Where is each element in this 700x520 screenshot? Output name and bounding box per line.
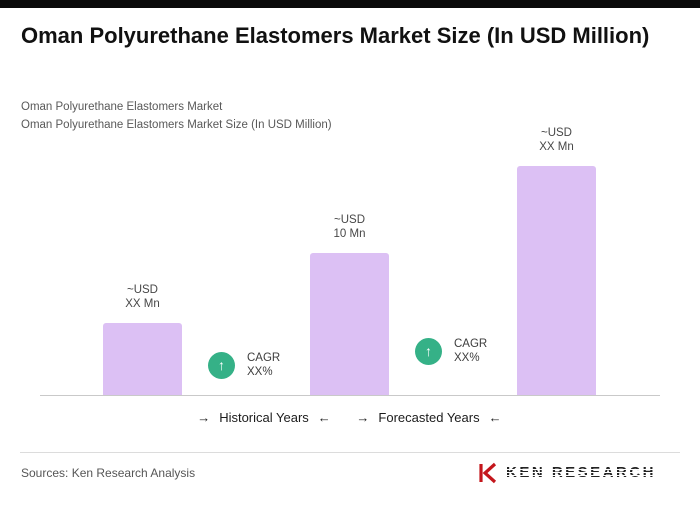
page-title: Oman Polyurethane Elastomers Market Size… bbox=[21, 23, 650, 48]
cagr-annotation-forecast: ↑ CAGR XX% bbox=[415, 337, 487, 365]
bar-historical-start bbox=[103, 323, 182, 396]
bar-value-label: ~USD 10 Mn bbox=[334, 213, 366, 241]
axis-group-label: Forecasted Years bbox=[378, 410, 480, 425]
up-arrow-icon: ↑ bbox=[218, 357, 225, 373]
axis-group-historical-years: → Historical Years ← bbox=[164, 410, 364, 425]
cagr-text: CAGR XX% bbox=[247, 351, 280, 379]
cagr-title: CAGR bbox=[454, 338, 488, 350]
bar-group-historical-start: ~USD XX Mn bbox=[103, 283, 182, 396]
footer-divider bbox=[20, 452, 680, 453]
axis-group-label: Historical Years bbox=[219, 410, 309, 425]
bar-value-line1: ~USD bbox=[540, 127, 572, 139]
cagr-up-badge: ↑ bbox=[208, 351, 235, 379]
axis-group-forecasted-years: → Forecasted Years ← bbox=[329, 410, 529, 425]
ken-research-k-icon bbox=[479, 462, 497, 484]
chart-subtitle-market: Oman Polyurethane Elastomers Market bbox=[21, 101, 223, 113]
sources-text: Sources: Ken Research Analysis bbox=[21, 466, 196, 480]
top-accent-bar bbox=[0, 0, 700, 8]
up-arrow-icon: ↑ bbox=[425, 343, 432, 359]
x-axis-line bbox=[40, 395, 660, 396]
bar-value-line2: XX Mn bbox=[539, 141, 574, 153]
cagr-annotation-historical: ↑ CAGR XX% bbox=[208, 351, 280, 379]
bar-group-forecast-end: ~USD XX Mn bbox=[517, 126, 596, 396]
bar-value-line2: XX Mn bbox=[125, 298, 160, 310]
ken-research-wordmark: KEN RESEARCH bbox=[505, 464, 656, 481]
bar-value-line1: ~USD bbox=[126, 284, 158, 296]
ken-research-wordmark-wrap: KEN RESEARCH bbox=[505, 464, 657, 482]
arrow-right-icon: → bbox=[356, 410, 370, 425]
bar-historical-end bbox=[310, 253, 389, 396]
arrow-right-icon: → bbox=[197, 410, 211, 425]
arrow-left-icon: ← bbox=[488, 410, 502, 425]
bar-value-line2: 10 Mn bbox=[333, 228, 366, 240]
ken-research-logo: KEN RESEARCH bbox=[477, 462, 657, 484]
arrow-left-icon: ← bbox=[317, 410, 331, 425]
bar-value-label: ~USD XX Mn bbox=[125, 283, 160, 311]
cagr-up-badge: ↑ bbox=[415, 337, 442, 365]
bar-value-label: ~USD XX Mn bbox=[539, 126, 574, 154]
bar-value-line1: ~USD bbox=[334, 214, 365, 226]
cagr-text: CAGR XX% bbox=[454, 337, 487, 365]
bar-forecast-end bbox=[517, 166, 596, 396]
chart-subtitle-size: Oman Polyurethane Elastomers Market Size… bbox=[21, 119, 332, 131]
cagr-title: CAGR bbox=[247, 352, 281, 364]
cagr-value: XX% bbox=[454, 352, 480, 364]
bar-group-historical-end: ~USD 10 Mn bbox=[310, 213, 389, 396]
cagr-value: XX% bbox=[247, 366, 273, 378]
